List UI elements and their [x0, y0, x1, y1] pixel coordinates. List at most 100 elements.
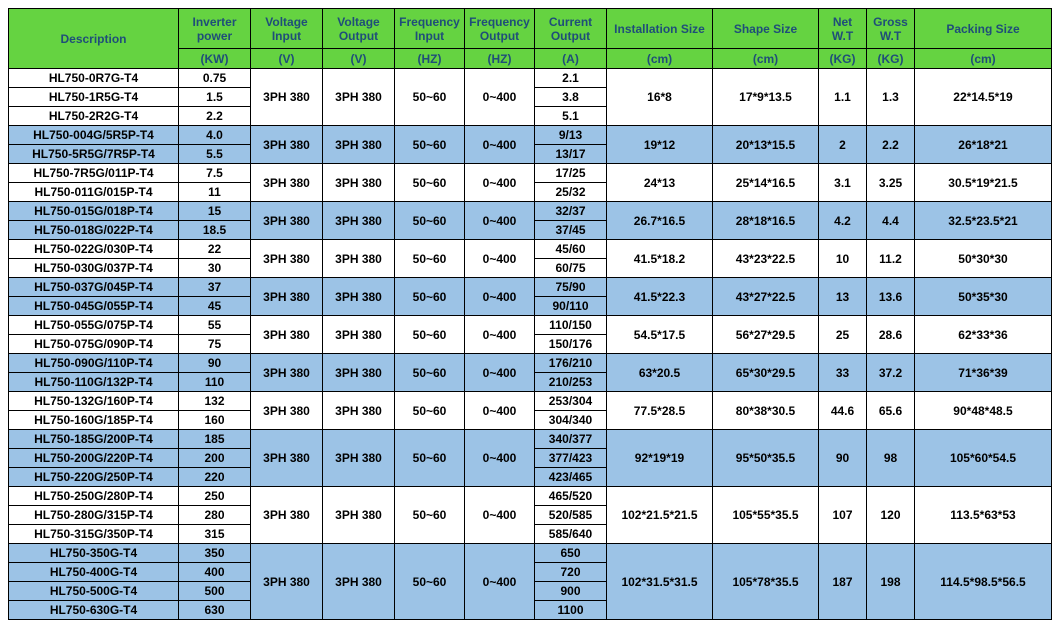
unit-kg-gross: (KG): [867, 49, 915, 69]
cell-voltage-in: 3PH 380: [251, 544, 323, 620]
cell-power: 22: [179, 240, 251, 259]
cell-description: HL750-500G-T4: [9, 582, 179, 601]
cell-freq-in: 50~60: [395, 430, 465, 487]
cell-power: 110: [179, 373, 251, 392]
cell-current: 90/110: [535, 297, 607, 316]
cell-net: 44.6: [819, 392, 867, 430]
cell-description: HL750-1R5G-T4: [9, 88, 179, 107]
cell-current: 5.1: [535, 107, 607, 126]
col-inverter-power: Inverter power: [179, 9, 251, 49]
col-description: Description: [9, 9, 179, 69]
cell-power: 630: [179, 601, 251, 620]
unit-v-in: (V): [251, 49, 323, 69]
cell-description: HL750-200G/220P-T4: [9, 449, 179, 468]
cell-current: 304/340: [535, 411, 607, 430]
cell-description: HL750-315G/350P-T4: [9, 525, 179, 544]
cell-net: 107: [819, 487, 867, 544]
cell-shape: 65*30*29.5: [713, 354, 819, 392]
cell-shape: 28*18*16.5: [713, 202, 819, 240]
cell-voltage-out: 3PH 380: [323, 126, 395, 164]
cell-description: HL750-090G/110P-T4: [9, 354, 179, 373]
col-voltage-input: Voltage Input: [251, 9, 323, 49]
cell-current: 9/13: [535, 126, 607, 145]
unit-kg-net: (KG): [819, 49, 867, 69]
unit-kw: (KW): [179, 49, 251, 69]
table-row: HL750-022G/030P-T4223PH 3803PH 38050~600…: [9, 240, 1052, 259]
col-current-output: Current Output: [535, 9, 607, 49]
cell-current: 465/520: [535, 487, 607, 506]
cell-shape: 20*13*15.5: [713, 126, 819, 164]
cell-shape: 17*9*13.5: [713, 69, 819, 126]
cell-power: 18.5: [179, 221, 251, 240]
cell-net: 187: [819, 544, 867, 620]
header-row-1: Description Inverter power Voltage Input…: [9, 9, 1052, 49]
cell-voltage-in: 3PH 380: [251, 430, 323, 487]
cell-voltage-in: 3PH 380: [251, 240, 323, 278]
cell-freq-out: 0~400: [465, 164, 535, 202]
cell-net: 25: [819, 316, 867, 354]
cell-current: 176/210: [535, 354, 607, 373]
cell-freq-out: 0~400: [465, 240, 535, 278]
cell-power: 0.75: [179, 69, 251, 88]
cell-power: 220: [179, 468, 251, 487]
cell-gross: 98: [867, 430, 915, 487]
cell-packing: 32.5*23.5*21: [915, 202, 1052, 240]
cell-install: 19*12: [607, 126, 713, 164]
cell-install: 24*13: [607, 164, 713, 202]
cell-shape: 80*38*30.5: [713, 392, 819, 430]
cell-install: 102*21.5*21.5: [607, 487, 713, 544]
cell-shape: 43*27*22.5: [713, 278, 819, 316]
cell-gross: 2.2: [867, 126, 915, 164]
cell-net: 2: [819, 126, 867, 164]
cell-power: 5.5: [179, 145, 251, 164]
cell-description: HL750-350G-T4: [9, 544, 179, 563]
table-row: HL750-350G-T43503PH 3803PH 38050~600~400…: [9, 544, 1052, 563]
cell-install: 41.5*22.3: [607, 278, 713, 316]
cell-current: 150/176: [535, 335, 607, 354]
unit-a: (A): [535, 49, 607, 69]
cell-power: 350: [179, 544, 251, 563]
cell-description: HL750-110G/132P-T4: [9, 373, 179, 392]
cell-power: 315: [179, 525, 251, 544]
cell-gross: 11.2: [867, 240, 915, 278]
spec-table: Description Inverter power Voltage Input…: [8, 8, 1052, 620]
cell-install: 26.7*16.5: [607, 202, 713, 240]
cell-voltage-in: 3PH 380: [251, 126, 323, 164]
table-row: HL750-015G/018P-T4153PH 3803PH 38050~600…: [9, 202, 1052, 221]
cell-current: 377/423: [535, 449, 607, 468]
cell-power: 280: [179, 506, 251, 525]
cell-voltage-out: 3PH 380: [323, 164, 395, 202]
cell-description: HL750-400G-T4: [9, 563, 179, 582]
cell-description: HL750-185G/200P-T4: [9, 430, 179, 449]
cell-voltage-in: 3PH 380: [251, 487, 323, 544]
cell-power: 1.5: [179, 88, 251, 107]
cell-current: 25/32: [535, 183, 607, 202]
cell-power: 75: [179, 335, 251, 354]
cell-freq-in: 50~60: [395, 544, 465, 620]
cell-freq-out: 0~400: [465, 430, 535, 487]
cell-packing: 62*33*36: [915, 316, 1052, 354]
cell-shape: 56*27*29.5: [713, 316, 819, 354]
cell-description: HL750-045G/055P-T4: [9, 297, 179, 316]
cell-gross: 13.6: [867, 278, 915, 316]
cell-description: HL750-220G/250P-T4: [9, 468, 179, 487]
cell-freq-out: 0~400: [465, 126, 535, 164]
table-row: HL750-185G/200P-T41853PH 3803PH 38050~60…: [9, 430, 1052, 449]
cell-description: HL750-630G-T4: [9, 601, 179, 620]
cell-current: 1100: [535, 601, 607, 620]
cell-freq-in: 50~60: [395, 354, 465, 392]
cell-description: HL750-0R7G-T4: [9, 69, 179, 88]
col-packing-size: Packing Size: [915, 9, 1052, 49]
unit-hz-in: (HZ): [395, 49, 465, 69]
cell-gross: 37.2: [867, 354, 915, 392]
cell-packing: 50*30*30: [915, 240, 1052, 278]
cell-description: HL750-5R5G/7R5P-T4: [9, 145, 179, 164]
cell-freq-out: 0~400: [465, 392, 535, 430]
table-row: HL750-250G/280P-T42503PH 3803PH 38050~60…: [9, 487, 1052, 506]
cell-description: HL750-7R5G/011P-T4: [9, 164, 179, 183]
table-row: HL750-0R7G-T40.753PH 3803PH 38050~600~40…: [9, 69, 1052, 88]
cell-freq-in: 50~60: [395, 126, 465, 164]
cell-power: 55: [179, 316, 251, 335]
cell-power: 160: [179, 411, 251, 430]
cell-shape: 105*78*35.5: [713, 544, 819, 620]
